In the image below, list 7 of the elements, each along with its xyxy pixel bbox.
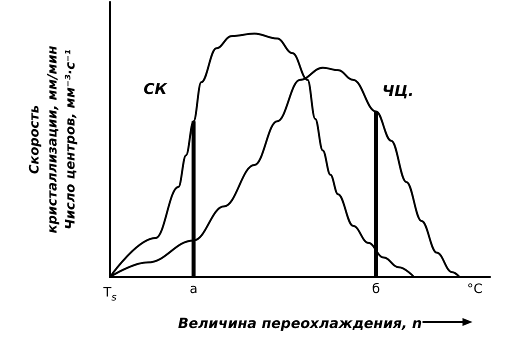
x-tick-label: б	[372, 282, 380, 297]
series-label: ЧЦ.	[382, 82, 414, 100]
x-tick-label: °C	[467, 282, 483, 297]
x-axis-title: Величина переохлаждения, n	[178, 316, 422, 332]
text: СК	[144, 80, 168, 98]
x-tick-label: а	[190, 282, 198, 297]
y-axis-title: Скорость кристаллизации, мм/мин Число центров, мм⁻³·с⁻¹	[28, 46, 78, 234]
